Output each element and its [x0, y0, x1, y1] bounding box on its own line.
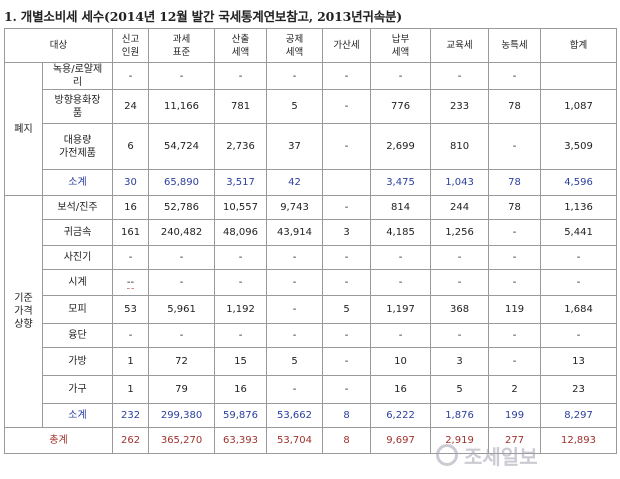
header-tax-base: 과세 표준 — [148, 28, 216, 63]
table-row: 가구 1 79 16 - - 16 5 2 23 — [5, 375, 618, 404]
row-label: 대용량 가전제품 — [41, 123, 114, 170]
subtotal-row: 소계 30 65,890 3,517 42 3,475 1,043 78 4,5… — [5, 169, 618, 196]
row-label: 사진기 — [41, 245, 114, 270]
header-computed-tax: 산출 세액 — [214, 28, 268, 63]
grand-total-row: 총계 262 365,270 63,393 53,704 8 9,697 2,9… — [3, 427, 618, 454]
header-row: 대상 신고 인원 과세 표준 산출 세액 공제 세액 가산세 납부 세액 교육세… — [3, 28, 618, 63]
row-label: 융단 — [41, 323, 114, 348]
table-row: 대용량 가전제품 6 54,724 2,736 37 - 2,699 810 -… — [5, 123, 618, 170]
table-row: 가방 1 72 15 5 - 10 3 - 13 — [5, 347, 618, 376]
table-row: 시계 -- - - - - - - - - — [5, 269, 618, 296]
row-label: 귀금속 — [41, 219, 114, 246]
table-row: 사진기 - - - - - - - - - — [5, 245, 618, 270]
row-label: 총계 — [3, 427, 114, 454]
table-row: 기준 가격 상향 보석/진주 16 52,786 10,557 9,743 - … — [4, 195, 618, 428]
table-row: 방향용화장 품 24 11,166 781 5 - 776 233 78 1,0… — [5, 89, 618, 124]
header-filers: 신고 인원 — [112, 28, 150, 63]
header-payable-tax: 납부 세액 — [370, 28, 432, 63]
row-label: 시계 — [41, 269, 114, 296]
row-label: 소계 — [41, 169, 114, 196]
header-additional-tax: 가산세 — [322, 28, 372, 63]
page-title: 1. 개별소비세 세수(2014년 12월 발간 국세통계연보참고, 2013년… — [4, 9, 403, 24]
row-label: 가구 — [41, 375, 114, 404]
header-education-tax: 교육세 — [430, 28, 490, 63]
subtotal-row: 소계 232 299,380 59,876 53,662 8 6,222 1,8… — [5, 403, 618, 428]
header-deduction: 공제 세액 — [266, 28, 324, 63]
table-row: 폐지 녹용/로얄제 리 - - - - - - - - — [4, 62, 618, 196]
row-label: 녹용/로얄제 리 — [41, 62, 114, 90]
header-target: 대상 — [3, 28, 114, 63]
row-label: 보석/진주 — [41, 195, 114, 220]
row-label: 모피 — [41, 295, 114, 324]
row-label: 방향용화장 품 — [41, 89, 114, 124]
tax-revenue-table: 대상 신고 인원 과세 표준 산출 세액 공제 세액 가산세 납부 세액 교육세… — [3, 28, 618, 454]
header-rural-tax: 농특세 — [488, 28, 542, 63]
table-row: 귀금속 161 240,482 48,096 43,914 3 4,185 1,… — [5, 219, 618, 246]
header-total: 합계 — [540, 28, 618, 63]
table-row: 융단 - - - - - - - - - — [5, 323, 618, 348]
group-abolished: 폐지 — [4, 62, 43, 196]
row-label: 소계 — [41, 403, 114, 428]
group-reference-price: 기준 가격 상향 — [4, 195, 43, 428]
row-label: 가방 — [41, 347, 114, 376]
table-row: 모피 53 5,961 1,192 - 5 1,197 368 119 1,68… — [5, 295, 618, 324]
